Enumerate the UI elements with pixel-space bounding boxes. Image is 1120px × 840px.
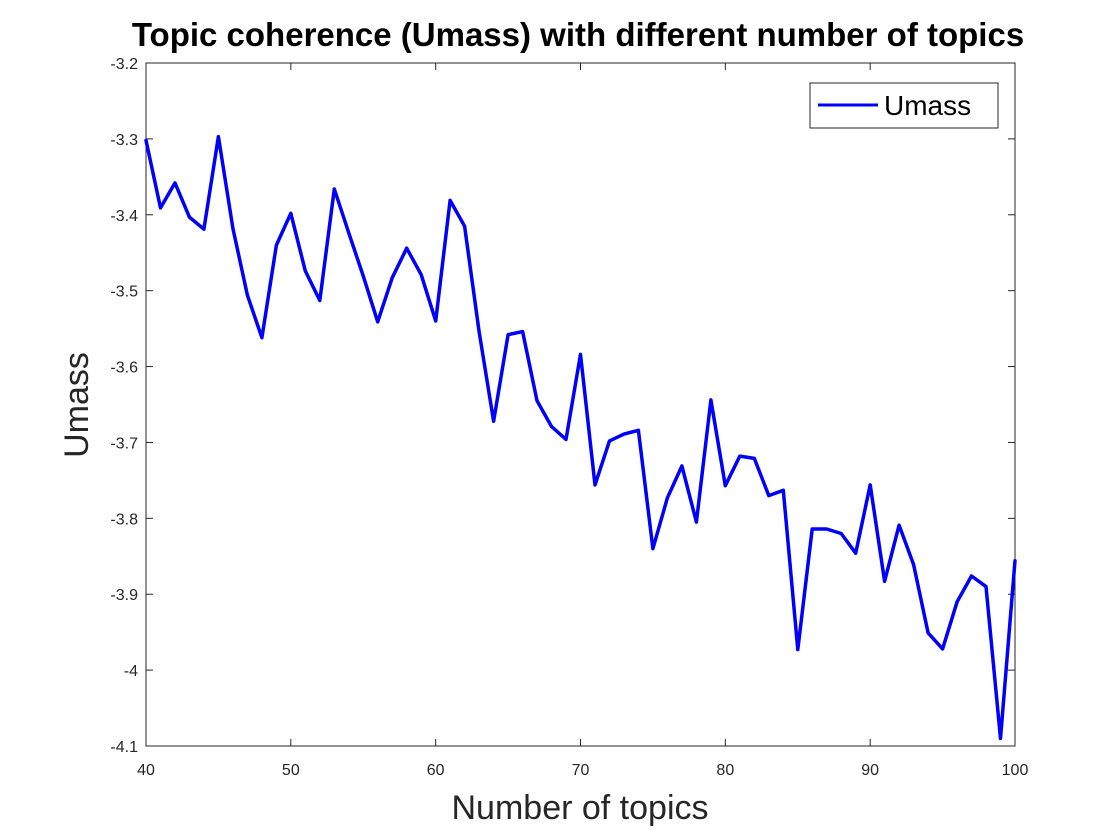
data-point <box>245 293 249 297</box>
data-point <box>883 579 887 583</box>
x-tick-label: 50 <box>282 762 300 779</box>
data-point <box>839 532 843 535</box>
data-point <box>202 227 206 231</box>
data-point <box>564 437 568 441</box>
y-tick-label: -3.8 <box>110 511 138 528</box>
chart-title: Topic coherence (Umass) with different n… <box>132 16 1024 53</box>
data-point <box>173 181 177 185</box>
data-point <box>318 299 322 302</box>
data-point <box>419 273 423 277</box>
data-point <box>303 269 307 273</box>
data-point <box>1013 559 1017 563</box>
y-tick-label: -3.3 <box>110 132 138 149</box>
data-point <box>897 523 901 527</box>
data-point <box>622 432 626 436</box>
legend: Umass <box>809 82 999 129</box>
data-point <box>521 330 525 334</box>
data-point <box>593 483 597 487</box>
data-point <box>506 333 510 337</box>
data-point <box>535 399 539 403</box>
data-point <box>926 631 930 635</box>
y-axis: -3.2 -3.3 -3.4 -3.5 -3.6 -3.7 -3.8 -3.9 -4 -4.1 <box>110 56 1015 756</box>
data-point <box>144 138 148 142</box>
data-point <box>274 243 278 247</box>
data-point <box>347 231 351 235</box>
data-point <box>984 585 988 589</box>
data-point <box>767 494 771 498</box>
data-point <box>694 520 698 524</box>
data-point <box>970 574 973 578</box>
data-point <box>159 206 162 210</box>
data-point <box>651 547 655 551</box>
x-axis: 40 50 60 70 80 90 100 <box>137 63 1028 779</box>
y-tick-label: -3.7 <box>110 435 138 452</box>
data-point <box>405 246 409 250</box>
x-tick-label: 60 <box>427 762 445 779</box>
data-point <box>361 274 365 278</box>
data-point <box>912 563 916 567</box>
y-tick-label: -4 <box>124 663 138 680</box>
y-tick-label: -3.2 <box>110 56 138 73</box>
data-point <box>941 647 945 651</box>
data-point <box>492 419 496 423</box>
data-point <box>738 454 742 458</box>
data-point <box>680 464 684 468</box>
data-point <box>550 425 553 428</box>
plot-area <box>145 62 1016 747</box>
data-point <box>216 135 220 139</box>
x-axis-label: Number of topics <box>452 789 709 827</box>
data-point <box>332 187 336 191</box>
x-tick-label: 40 <box>137 762 155 779</box>
data-point <box>187 215 191 219</box>
data-point <box>665 496 669 500</box>
y-axis-label: Umass <box>58 352 96 458</box>
y-tick-label: -3.6 <box>110 360 138 377</box>
x-tick-label: 100 <box>1002 762 1029 779</box>
y-tick-label: -3.5 <box>110 284 138 301</box>
legend-label-umass: Umass <box>884 90 971 121</box>
data-point <box>289 211 293 215</box>
data-point <box>636 428 640 432</box>
y-tick-label: -4.1 <box>110 739 138 756</box>
data-point <box>723 484 727 488</box>
x-tick-label: 80 <box>716 762 734 779</box>
data-point <box>810 527 814 531</box>
data-point <box>231 226 235 230</box>
data-point <box>608 439 611 443</box>
x-tick-label: 70 <box>572 762 590 779</box>
data-point <box>796 648 800 652</box>
data-point <box>477 330 481 334</box>
data-point <box>781 488 785 492</box>
data-point <box>376 320 380 324</box>
data-point <box>260 336 264 340</box>
data-point <box>434 319 438 323</box>
data-point <box>390 276 394 280</box>
data-point <box>448 198 452 202</box>
data-point <box>999 736 1002 740</box>
data-point <box>955 600 959 604</box>
data-point <box>752 456 756 460</box>
data-point <box>825 527 829 531</box>
data-point <box>579 352 582 356</box>
data-point <box>854 551 858 555</box>
data-point <box>709 398 713 402</box>
y-tick-label: -3.4 <box>110 208 138 225</box>
series-layer <box>144 134 1017 741</box>
y-tick-label: -3.9 <box>110 587 138 604</box>
x-tick-label: 90 <box>861 762 879 779</box>
data-point <box>868 483 872 487</box>
data-point <box>463 224 467 228</box>
